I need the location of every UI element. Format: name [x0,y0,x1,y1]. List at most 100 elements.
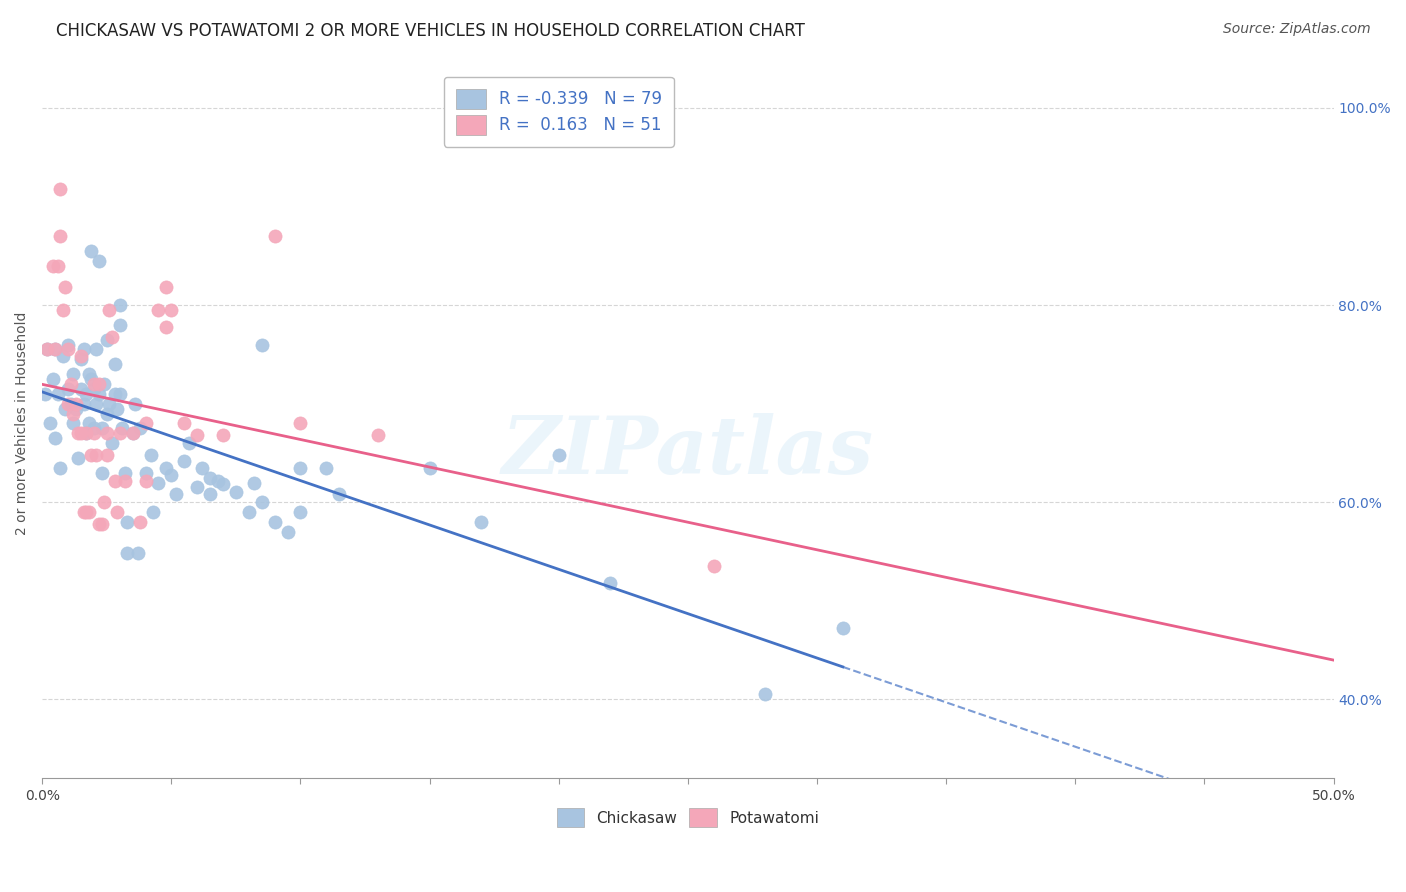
Point [62,417,84,431]
Point [127,546,149,560]
Point [198,470,221,484]
Point [49,460,72,475]
Point [70,426,93,441]
Point [96,448,118,462]
Point [44,343,66,357]
Point [49,182,72,196]
Point [148,475,170,490]
Point [72,505,94,519]
Point [134,466,156,480]
Point [59,376,82,391]
Point [65,401,87,416]
Point [37,343,59,357]
Point [134,474,156,488]
Point [98,397,121,411]
Point [243,475,266,490]
Point [46,259,69,273]
Legend: Chickasaw, Potawatomi: Chickasaw, Potawatomi [548,800,827,834]
Point [49,229,72,244]
Point [46,386,69,401]
Point [56,337,79,351]
Point [72,397,94,411]
Point [87,376,110,391]
Point [44,431,66,445]
Point [77,417,100,431]
Point [87,253,110,268]
Point [419,460,441,475]
Point [186,480,208,494]
Y-axis label: 2 or more Vehicles in Household: 2 or more Vehicles in Household [15,311,30,535]
Point [105,401,128,416]
Point [70,349,93,363]
Point [108,386,131,401]
Point [547,448,569,462]
Point [105,505,128,519]
Point [250,337,273,351]
Point [754,688,776,702]
Point [238,505,260,519]
Point [186,428,208,442]
Point [139,448,162,462]
Point [93,376,115,391]
Point [108,318,131,332]
Point [62,407,84,421]
Point [166,487,188,501]
Point [96,426,118,441]
Point [56,343,79,357]
Point [39,417,62,431]
Point [96,333,118,347]
Point [117,546,139,560]
Point [75,426,97,441]
Point [367,428,389,442]
Point [52,349,75,363]
Point [103,474,125,488]
Point [72,343,94,357]
Point [101,329,124,343]
Point [142,505,165,519]
Point [62,367,84,381]
Point [129,421,152,435]
Point [96,407,118,421]
Point [93,495,115,509]
Point [83,382,105,396]
Point [80,448,103,462]
Point [103,357,125,371]
Point [129,515,152,529]
Point [470,515,492,529]
Point [179,436,201,450]
Point [155,460,177,475]
Point [108,298,131,312]
Text: ZIPatlas: ZIPatlas [502,413,875,491]
Point [114,466,136,480]
Point [124,397,146,411]
Point [75,386,97,401]
Point [831,621,853,635]
Point [67,426,90,441]
Point [87,516,110,531]
Point [41,372,63,386]
Point [86,343,108,357]
Point [44,343,66,357]
Point [34,386,56,401]
Point [75,505,97,519]
Point [290,505,312,519]
Point [90,421,112,435]
Point [148,303,170,318]
Point [55,401,77,416]
Point [67,450,90,465]
Point [56,382,79,396]
Point [37,343,59,357]
Point [65,397,87,411]
Point [263,229,285,244]
Point [55,280,77,294]
Point [77,505,100,519]
Point [41,259,63,273]
Point [114,474,136,488]
Point [83,421,105,435]
Point [599,576,621,591]
Point [277,524,299,539]
Text: Source: ZipAtlas.com: Source: ZipAtlas.com [1223,22,1371,37]
Point [98,303,121,318]
Point [87,386,110,401]
Point [111,421,134,435]
